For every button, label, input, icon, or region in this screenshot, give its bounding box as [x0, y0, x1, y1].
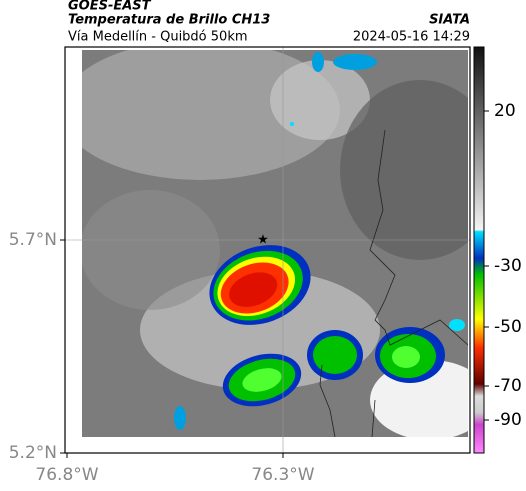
location-star: ★: [257, 233, 269, 248]
colorbar-tick-label: -50: [494, 317, 522, 337]
storm-cells: [174, 52, 465, 430]
header: GOES-EAST Temperatura de Brillo CH13 SIA…: [68, 0, 470, 45]
colorbar-tick-label: -70: [494, 376, 522, 396]
borders: [319, 129, 468, 437]
x-tick-label: 76.3°W: [251, 465, 314, 485]
source: GOES-EAST: [68, 0, 152, 14]
colorbar: [473, 46, 485, 454]
y-tick-label: 5.7°N: [9, 230, 57, 250]
product: Temperatura de Brillo CH13: [68, 13, 270, 28]
org: SIATA: [429, 13, 470, 28]
colorbar-tick-label: -90: [494, 410, 522, 430]
x-tick-label: 76.8°W: [35, 465, 98, 485]
colorbar-tick-label: -30: [494, 256, 522, 276]
y-tick-label: 5.2°N: [9, 443, 57, 463]
satellite-image: [82, 50, 468, 437]
route: Vía Medellín - Quibdó 50km: [68, 30, 248, 45]
colorbar-tick-label: 20: [494, 101, 516, 121]
map-frame: [64, 46, 471, 454]
datetime: 2024-05-16 14:29: [353, 30, 470, 45]
map-ticks: 5.7°N 5.2°N76.8°W 76.3°W: [9, 230, 315, 485]
colorbar-ticks: 20 -30 -50 -70 -90: [484, 101, 522, 430]
